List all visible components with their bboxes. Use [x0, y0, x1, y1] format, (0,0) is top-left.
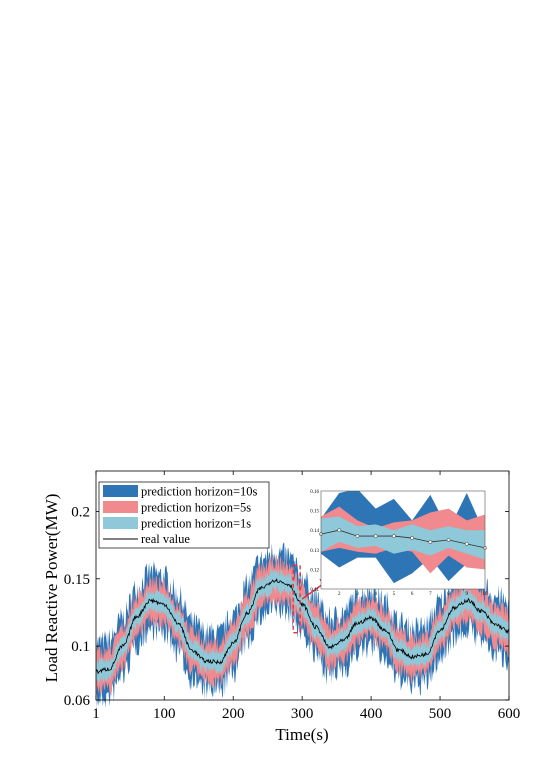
zoom-box: [292, 564, 301, 634]
legend-swatch-1s: [103, 517, 138, 529]
inset-real-value-line: [319, 528, 487, 550]
legend: prediction horizon=10s prediction horizo…: [98, 481, 270, 549]
y-tick-label: 0.15: [64, 572, 90, 588]
inset-y-tick-label: 0.11: [310, 588, 319, 593]
inset-x-tick-label: 4: [374, 592, 377, 597]
inset-real-polyline: [320, 529, 486, 549]
inset-x-tick-label: 9: [466, 592, 469, 597]
inset-point: [410, 536, 414, 540]
inset-point: [373, 534, 378, 538]
x-tick-label: 300: [291, 706, 314, 722]
legend-label-1s: prediction horizon=1s: [141, 517, 251, 531]
inset-x-tick-label: 7: [429, 592, 432, 597]
x-tick-label: 200: [222, 706, 245, 722]
legend-label-10s: prediction horizon=10s: [141, 485, 258, 499]
x-tick-label: 600: [498, 706, 521, 722]
inset-band1: [321, 516, 485, 560]
inset-y-tick-label: 0.15: [310, 510, 319, 515]
inset-ticks: 2 3 4 5 6 7 8 9 10 0.11 0.12 0.13 0.14 0.15 0.16: [310, 490, 488, 597]
inset-point: [464, 542, 469, 546]
y-tick-label: 0.1: [71, 639, 90, 655]
inset-x-tick-label: 8: [447, 592, 450, 597]
legend-swatch-10s: [103, 485, 138, 497]
x-ticks: 1 100 200 300 400 500 600: [92, 471, 520, 722]
inset-point: [392, 534, 396, 538]
legend-label-real: real value: [141, 532, 190, 546]
inset-point: [337, 528, 342, 533]
inset-point: [355, 534, 360, 538]
inset-zoom-plot: 2 3 4 5 6 7 8 9 10 0.11 0.12 0.13 0.14 0.15 0.16: [310, 490, 488, 597]
y-axis-label: Load Reactive Power(MW): [42, 494, 61, 683]
legend-swatch-5s: [103, 501, 138, 513]
real-value-line: [95, 578, 510, 675]
inset-point: [428, 540, 433, 544]
inset-x-tick-label: 2: [338, 592, 341, 597]
inset-y-tick-label: 0.14: [310, 529, 319, 534]
x-tick-label: 100: [153, 706, 176, 722]
legend-label-5s: prediction horizon=5s: [141, 501, 251, 515]
x-tick-label: 500: [429, 706, 452, 722]
inset-point: [446, 538, 451, 542]
y-ticks: 0.06 0.1 0.15 0.2: [64, 504, 509, 709]
inset-x-tick-label: 5: [393, 592, 396, 597]
x-tick-label: 400: [360, 706, 383, 722]
inset-y-tick-label: 0.12: [310, 568, 319, 573]
real-value-polyline: [95, 578, 510, 675]
main-plot: 1 100 200 300 400 500 600 0.06 0.1 0.15 0.2: [64, 470, 520, 722]
x-axis-label: Time(s): [275, 725, 328, 744]
inset-x-tick-label: 3: [356, 592, 359, 597]
inset-x-tick-label: 10: [483, 592, 489, 597]
inset-y-tick-label: 0.13: [310, 549, 319, 554]
y-tick-label: 0.06: [64, 693, 91, 709]
inset-frame: [320, 490, 486, 590]
inset-x-tick-label: 6: [411, 592, 414, 597]
inset-y-tick-label: 0.16: [310, 490, 319, 495]
x-tick-label: 1: [92, 706, 100, 722]
y-tick-label: 0.2: [71, 504, 90, 520]
